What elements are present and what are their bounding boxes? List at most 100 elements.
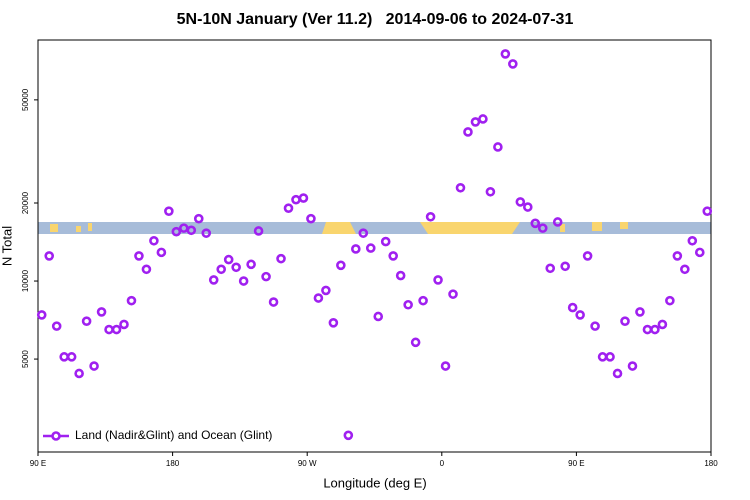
legend-label: Land (Nadir&Glint) and Ocean (Glint) [75,428,272,442]
data-point [149,235,159,246]
chart-title: 5N-10N January (Ver 11.2) 2014-09-06 to … [177,11,574,28]
x-tick-label: 90 W [298,459,317,468]
data-point [231,262,241,273]
y-axis-label: N Total [0,226,14,266]
data-point [455,182,466,193]
data-point [343,430,354,441]
data-point [380,236,391,247]
data-point [328,318,339,328]
data-point [66,352,77,362]
data-point [433,275,443,285]
data-point [96,307,107,317]
x-tick-label: 90 E [30,459,46,468]
data-point [201,228,212,238]
data-point [313,293,324,303]
data-point [680,264,690,275]
data-point [126,295,137,306]
data-point [657,319,668,330]
data-point [620,316,630,326]
data-point [283,203,294,213]
data-point [89,361,99,371]
data-point [560,261,570,272]
x-axis-label: Longitude (deg E) [323,475,426,490]
x-tick-label: 180 [704,459,718,468]
data-point [545,263,556,274]
data-point [410,337,421,348]
data-point [51,321,62,331]
data-point [119,319,129,330]
data-point [291,194,301,205]
data-point [238,276,249,286]
x-tick-label: 180 [166,459,180,468]
data-point [373,311,384,322]
data-point [223,254,234,265]
data-point [463,127,473,137]
data-point [448,289,458,299]
data-point [627,361,638,371]
data-point [321,285,331,296]
data-point [104,324,114,335]
data-point [276,253,286,264]
data-point [74,368,84,379]
data-point [508,59,518,69]
data-point [418,295,428,306]
data-point [171,226,182,237]
data-point [59,352,69,362]
data-point [81,316,92,326]
data-point [590,321,600,331]
map-strip [38,222,711,234]
y-tick-label: 50000 [21,88,30,111]
data-point [552,217,563,227]
data-point [306,213,316,224]
data-point [425,211,436,222]
data-point [597,352,608,362]
data-point [537,223,548,233]
data-point [650,324,660,335]
data-point [493,142,503,152]
data-point [687,235,698,246]
data-point [365,243,376,253]
data-point [395,270,406,281]
data-point [36,310,47,320]
data-point [193,213,204,224]
data-point [530,218,541,229]
data-point [208,275,219,285]
data-point [134,251,144,261]
data-point [351,244,361,254]
data-point [642,324,653,335]
data-point [605,352,615,362]
data-point [485,186,496,197]
y-tick-label: 5000 [21,350,30,368]
data-point [582,251,593,261]
legend-marker [51,431,61,441]
data-point [665,295,675,306]
data-point [246,259,256,270]
x-tick-label: 0 [440,459,445,468]
data-point [567,302,578,313]
data-point [470,117,481,127]
data-point [672,251,683,261]
data-point [515,197,526,207]
data-point [141,264,152,275]
y-tick-label: 20000 [21,191,30,214]
data-point [440,361,451,371]
data-point [388,251,398,261]
data-point [336,260,346,271]
data-point [500,49,511,59]
data-point [403,299,413,310]
data-point [111,324,122,335]
data-point [253,226,264,236]
plot-frame [37,39,712,453]
data-point [44,251,55,261]
data-point [522,202,533,212]
data-point [694,247,705,258]
data-point [612,368,623,379]
data-point [358,228,369,238]
data-point [261,271,271,282]
data-point [156,247,167,258]
data-point [268,297,279,307]
x-tick-label: 90 E [568,459,584,468]
data-point [216,264,227,275]
data-point [702,206,713,216]
